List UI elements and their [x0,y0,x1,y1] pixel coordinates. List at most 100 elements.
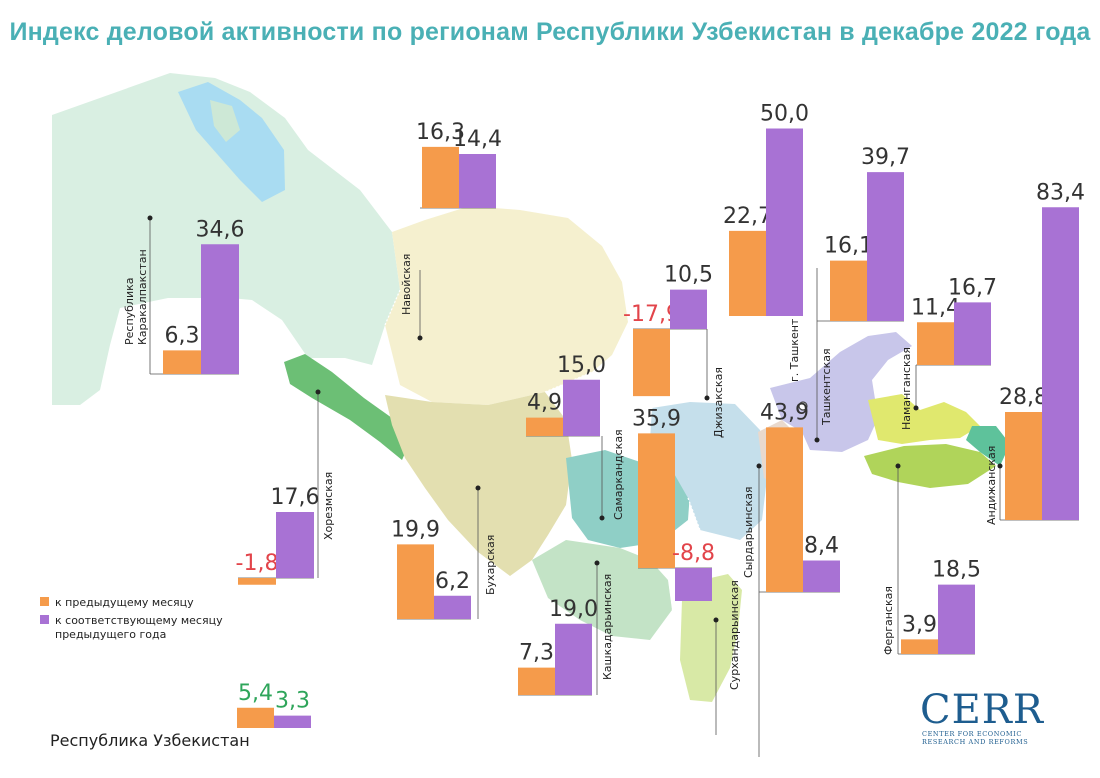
bar-namangan-prev_year_month [954,302,991,365]
bar-surkhandarya-prev_month [638,433,675,568]
bar-tashkent_city-prev_year_month [766,128,803,316]
bar-surkhandarya-prev_year_month [675,568,712,601]
logo-sub-line2: RESEARCH AND REFORMS [922,738,1029,746]
region-dot-karakalpakstan [147,215,153,221]
bar-kashkadarya-prev_month [518,667,555,695]
map-aral-sea [178,82,285,202]
value-label-surkhandarya-prev_year_month: -8,8 [672,541,715,566]
legend-label-prev-month: к предыдущему месяцу [55,596,194,609]
region-dot-surkhandarya [713,617,719,623]
map-region-tashkent [770,332,912,452]
value-label-karakalpakstan-prev_month: 6,3 [165,323,200,348]
value-label-khorezm-prev_year_month: 17,6 [271,485,320,510]
value-label-navoi-prev_month: 16,3 [416,120,465,145]
value-label-kashkadarya-prev_month: 7,3 [519,641,554,666]
bar-karakalpakstan-prev_month [163,350,201,374]
value-label-samarkand-prev_month: 4,9 [527,391,562,416]
value-label-tashkent-prev_year_month: 39,7 [861,145,910,170]
bar-bukhara-prev_year_month [434,595,471,619]
value-label-fergana-prev_month: 3,9 [902,612,937,637]
map-aral-island [210,100,240,142]
value-label-kashkadarya-prev_year_month: 19,0 [549,597,598,622]
value-label-samarkand-prev_year_month: 15,0 [557,353,606,378]
bar-samarkand-prev_month [526,417,563,436]
map-region-surkhandarya [680,574,742,702]
bar-syrdarya-prev_month [766,427,803,592]
uzbekistan-label: Республика Узбекистан [50,731,250,750]
bar-uzbekistan-prev_month [237,707,274,728]
bar-namangan-prev_month [917,322,954,365]
region-dot-kashkadarya [594,560,600,566]
bar-tashkent_city-prev_month [729,230,766,316]
region-label-surkhandarya: Сурхандарьинская [728,580,741,690]
value-label-uzbekistan-prev_year_month: 3,3 [275,689,310,714]
region-dot-navoi [417,335,423,341]
bar-navoi-prev_year_month [459,154,496,208]
value-label-andijan-prev_month: 28,8 [999,385,1048,410]
map-region-jizzakh [650,402,768,540]
value-label-tashkent_city-prev_year_month: 50,0 [760,102,809,127]
logo-main-text: CERR [920,687,1045,733]
region-label-syrdarya: Сырдарьинская [742,486,755,578]
region-label-tashkent_city: г. Ташкент [788,318,801,382]
map-region-khorezm [284,354,410,460]
legend-label-prev-year-month-line2: предыдущего года [55,628,167,641]
value-label-bukhara-prev_year_month: 6,2 [435,569,470,594]
region-label-namangan: Наманганская [900,347,913,430]
bar-khorezm-prev_year_month [276,512,314,578]
bar-bukhara-prev_month [397,544,434,619]
map-region-fergana [864,444,996,488]
value-label-fergana-prev_year_month: 18,5 [932,558,981,583]
region-dot-tashkent [814,437,820,443]
value-label-khorezm-prev_month: -1,8 [236,551,279,576]
value-label-bukhara-prev_month: 19,9 [391,517,440,542]
legend-swatch-prev-year-month [40,615,49,624]
bar-navoi-prev_month [422,146,459,208]
region-dot-jizzakh [704,395,710,401]
bar-jizzakh-prev_year_month [670,289,707,329]
region-label-khorezm: Хорезмская [322,472,335,540]
region-dot-bukhara [475,485,481,491]
region-dot-khorezm [315,389,321,395]
region-label-karakalpakstan-line1: Республика [123,278,136,346]
legend-label-prev-year-month-line1: к соответствующему месяцу [55,614,223,627]
cerr-logo: CERR CENTER FOR ECONOMIC RESEARCH AND RE… [920,690,1060,746]
map-region-namangan [868,394,980,444]
map-region-kashkadarya [532,540,672,640]
region-dot-samarkand [599,515,605,521]
bar-tashkent-prev_year_month [867,172,904,321]
page-title: Индекс деловой активности по регионам Ре… [9,18,1091,46]
region-label-karakalpakstan-line2: Каракалпакстан [136,249,149,345]
region-dot-namangan [913,405,919,411]
value-label-navoi-prev_year_month: 14,4 [453,127,502,152]
bar-andijan-prev_year_month [1042,207,1079,520]
map-region-bukhara [385,392,572,576]
value-label-karakalpakstan-prev_year_month: 34,6 [196,217,245,242]
bar-karakalpakstan-prev_year_month [201,244,239,374]
value-label-uzbekistan-prev_month: 5,4 [238,681,273,706]
region-label-tashkent: Ташкентская [820,348,833,426]
bar-fergana-prev_month [901,639,938,654]
value-label-namangan-prev_month: 11,4 [911,295,960,320]
value-label-namangan-prev_year_month: 16,7 [948,275,997,300]
bar-tashkent-prev_month [830,260,867,321]
legend-swatch-prev-month [40,597,49,606]
map-region-andijan [966,426,1010,466]
region-label-bukhara: Бухарская [484,535,497,595]
map-region-karakalpakstan [52,73,400,405]
value-label-tashkent_city-prev_month: 22,7 [723,204,772,229]
bar-jizzakh-prev_month [633,329,670,397]
value-label-syrdarya-prev_year_month: 8,4 [804,534,839,559]
logo-sub-line1: CENTER FOR ECONOMIC [922,730,1022,738]
value-label-jizzakh-prev_year_month: 10,5 [664,263,713,288]
bars-layer: 6,3 34,6 Республика Каракалпакстан -1,8 17,6 Х… [123,102,1085,757]
value-label-surkhandarya-prev_month: 35,9 [632,406,681,431]
region-label-kashkadarya: Кашкадарьинская [601,574,614,680]
bar-kashkadarya-prev_year_month [555,623,592,695]
bar-andijan-prev_month [1005,412,1042,520]
bar-syrdarya-prev_year_month [803,560,840,592]
map-tashkent-city [798,401,808,411]
region-dot-andijan [997,463,1003,469]
